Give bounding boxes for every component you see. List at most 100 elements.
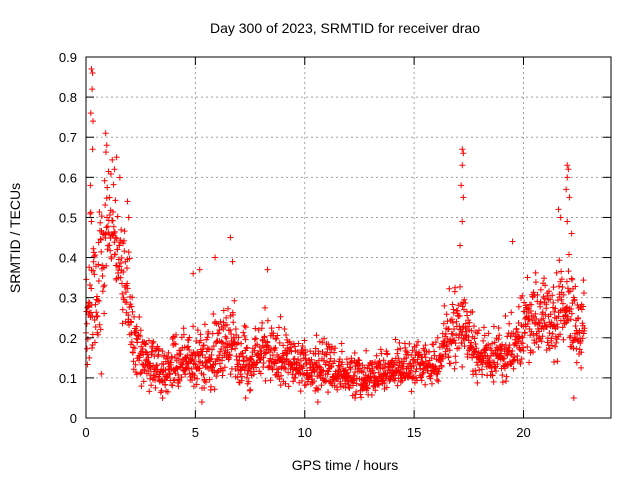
data-point bbox=[117, 259, 124, 266]
data-point bbox=[447, 360, 454, 367]
data-point bbox=[226, 354, 233, 361]
data-point bbox=[391, 360, 398, 367]
data-point bbox=[458, 340, 465, 347]
data-point bbox=[395, 355, 402, 362]
data-point bbox=[521, 329, 528, 336]
data-point bbox=[119, 320, 126, 327]
data-point bbox=[537, 298, 544, 305]
data-point bbox=[544, 292, 551, 299]
data-point bbox=[402, 344, 409, 351]
data-point bbox=[173, 331, 180, 338]
data-point bbox=[563, 304, 570, 311]
data-point bbox=[101, 282, 108, 289]
data-point bbox=[407, 367, 414, 374]
data-point bbox=[472, 341, 479, 347]
data-point bbox=[530, 331, 537, 338]
data-point bbox=[164, 388, 171, 395]
data-point bbox=[291, 355, 298, 362]
data-point bbox=[472, 348, 479, 355]
data-point bbox=[118, 280, 125, 287]
data-point bbox=[478, 366, 485, 373]
data-point bbox=[517, 360, 524, 367]
data-point bbox=[238, 340, 245, 347]
y-tick-label: 0 bbox=[70, 411, 77, 426]
data-point bbox=[84, 361, 91, 368]
data-point bbox=[335, 362, 342, 369]
data-point bbox=[139, 346, 146, 353]
data-point bbox=[539, 333, 546, 340]
data-point bbox=[104, 223, 111, 230]
data-point bbox=[94, 297, 101, 304]
data-point bbox=[466, 319, 473, 326]
data-point bbox=[185, 365, 192, 372]
data-point bbox=[486, 357, 493, 364]
data-point bbox=[288, 348, 295, 355]
data-point bbox=[216, 352, 223, 359]
data-point bbox=[476, 367, 483, 374]
data-point bbox=[239, 353, 246, 360]
data-point bbox=[334, 386, 341, 393]
data-point bbox=[139, 361, 146, 368]
data-point bbox=[405, 351, 412, 358]
data-point bbox=[445, 325, 452, 332]
data-point bbox=[328, 343, 335, 350]
data-point bbox=[551, 358, 558, 365]
y-tick-label: 0.7 bbox=[59, 130, 77, 145]
data-point bbox=[249, 353, 256, 360]
data-point bbox=[194, 327, 201, 334]
data-point bbox=[230, 311, 236, 318]
data-point bbox=[456, 344, 463, 351]
data-point bbox=[267, 377, 274, 384]
data-point bbox=[103, 224, 110, 231]
data-point bbox=[261, 333, 268, 340]
data-point bbox=[97, 219, 104, 226]
data-point bbox=[93, 296, 100, 303]
data-point bbox=[537, 286, 544, 293]
data-point bbox=[571, 296, 578, 303]
data-point bbox=[563, 278, 570, 285]
data-point bbox=[230, 319, 237, 326]
data-point bbox=[147, 365, 154, 372]
data-point bbox=[323, 359, 330, 366]
data-point bbox=[228, 346, 235, 353]
data-point bbox=[541, 295, 548, 302]
data-point bbox=[327, 364, 334, 371]
data-point bbox=[85, 299, 92, 306]
data-point bbox=[491, 364, 498, 371]
data-point bbox=[159, 394, 166, 401]
y-axis-title: SRMTID / TECUs bbox=[7, 183, 23, 293]
data-point bbox=[542, 311, 549, 318]
data-point bbox=[535, 319, 542, 326]
data-point bbox=[320, 357, 327, 364]
data-point bbox=[470, 323, 477, 330]
data-point bbox=[118, 226, 125, 233]
data-point bbox=[87, 110, 94, 117]
data-point bbox=[180, 331, 187, 338]
data-point bbox=[180, 325, 187, 332]
data-point bbox=[471, 335, 478, 342]
data-point bbox=[210, 311, 217, 318]
data-point bbox=[223, 314, 230, 321]
y-tick-label: 0.2 bbox=[59, 331, 77, 346]
y-tick-label: 0.9 bbox=[59, 50, 77, 65]
data-point bbox=[128, 339, 135, 346]
data-point bbox=[413, 342, 420, 349]
data-point bbox=[92, 323, 99, 330]
data-point bbox=[220, 326, 227, 333]
data-point bbox=[216, 327, 223, 334]
data-point bbox=[200, 342, 207, 349]
data-point bbox=[162, 381, 169, 388]
data-point bbox=[116, 263, 123, 270]
data-point bbox=[351, 350, 358, 357]
data-point bbox=[270, 345, 277, 352]
data-point bbox=[221, 343, 228, 350]
data-point bbox=[127, 319, 134, 326]
data-point bbox=[377, 346, 384, 353]
data-point bbox=[568, 306, 575, 313]
data-point bbox=[164, 355, 171, 362]
data-point bbox=[191, 356, 198, 363]
data-point bbox=[435, 368, 442, 375]
data-point bbox=[381, 380, 388, 387]
data-point bbox=[566, 251, 572, 258]
data-point bbox=[452, 353, 459, 360]
